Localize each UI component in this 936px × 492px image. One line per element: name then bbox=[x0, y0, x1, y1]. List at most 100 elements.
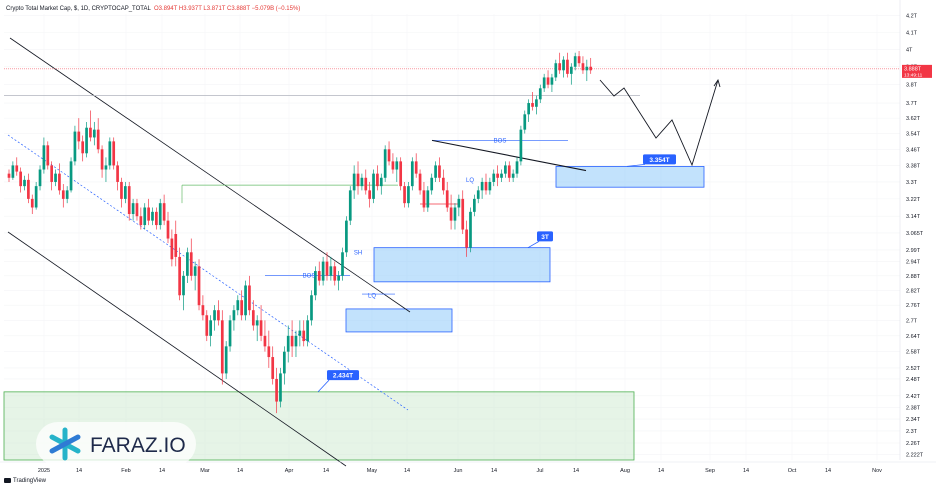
candle-body[interactable] bbox=[372, 173, 375, 199]
candle-body[interactable] bbox=[356, 173, 360, 187]
candle-body[interactable] bbox=[546, 77, 550, 85]
candle-body[interactable] bbox=[286, 335, 290, 352]
candle-body[interactable] bbox=[298, 330, 302, 336]
candle-body[interactable] bbox=[236, 300, 240, 311]
candle-body[interactable] bbox=[341, 252, 344, 276]
candle-body[interactable] bbox=[504, 165, 507, 174]
candle-body[interactable] bbox=[577, 56, 581, 64]
candle-body[interactable] bbox=[488, 181, 492, 191]
candle-body[interactable] bbox=[321, 261, 325, 281]
candle-body[interactable] bbox=[50, 165, 54, 182]
candle-body[interactable] bbox=[484, 181, 488, 191]
candle-body[interactable] bbox=[251, 310, 255, 326]
candle-body[interactable] bbox=[151, 211, 154, 221]
candle-body[interactable] bbox=[507, 165, 511, 178]
candle-body[interactable] bbox=[201, 305, 205, 316]
candle-body[interactable] bbox=[38, 169, 42, 187]
candle-body[interactable] bbox=[364, 177, 368, 191]
candle-body[interactable] bbox=[108, 141, 112, 166]
candle-body[interactable] bbox=[104, 165, 108, 170]
candle-body[interactable] bbox=[511, 173, 515, 178]
candle-body[interactable] bbox=[19, 171, 22, 187]
candle-body[interactable] bbox=[345, 220, 348, 253]
candle-body[interactable] bbox=[333, 266, 337, 281]
candle-body[interactable] bbox=[147, 207, 150, 221]
candle-body[interactable] bbox=[368, 190, 372, 199]
candle-body[interactable] bbox=[96, 129, 100, 150]
candle-body[interactable] bbox=[418, 173, 422, 191]
candle-body[interactable] bbox=[569, 66, 573, 74]
candle-body[interactable] bbox=[178, 256, 181, 296]
candle-body[interactable] bbox=[224, 346, 228, 374]
candle-body[interactable] bbox=[426, 190, 430, 208]
candle-body[interactable] bbox=[116, 165, 119, 182]
candle-body[interactable] bbox=[535, 99, 538, 107]
candle-body[interactable] bbox=[391, 161, 395, 170]
candle-body[interactable] bbox=[248, 285, 251, 311]
candle-body[interactable] bbox=[348, 190, 352, 221]
candle-body[interactable] bbox=[65, 190, 69, 199]
candle-body[interactable] bbox=[422, 190, 426, 208]
candle-body[interactable] bbox=[174, 234, 178, 257]
candle-body[interactable] bbox=[589, 66, 593, 71]
candle-body[interactable] bbox=[585, 66, 589, 71]
candle-body[interactable] bbox=[11, 165, 15, 178]
candle-body[interactable] bbox=[100, 149, 104, 170]
candle-body[interactable] bbox=[523, 114, 527, 130]
candle-body[interactable] bbox=[290, 335, 294, 347]
candle-body[interactable] bbox=[395, 161, 399, 170]
candle-body[interactable] bbox=[244, 285, 247, 316]
candle-body[interactable] bbox=[441, 177, 445, 191]
candle-body[interactable] bbox=[58, 173, 61, 191]
candle-body[interactable] bbox=[461, 198, 465, 230]
candle-body[interactable] bbox=[197, 266, 201, 306]
candle-body[interactable] bbox=[329, 266, 333, 276]
candle-body[interactable] bbox=[453, 207, 457, 221]
candle-body[interactable] bbox=[562, 59, 565, 71]
candle-body[interactable] bbox=[473, 198, 476, 212]
candle-body[interactable] bbox=[193, 266, 197, 276]
candle-body[interactable] bbox=[139, 216, 143, 226]
candle-body[interactable] bbox=[317, 271, 321, 281]
candle-body[interactable] bbox=[407, 186, 410, 204]
candle-body[interactable] bbox=[449, 207, 453, 221]
candles[interactable] bbox=[7, 51, 593, 414]
candle-body[interactable] bbox=[531, 103, 534, 107]
candle-body[interactable] bbox=[209, 320, 213, 336]
candle-body[interactable] bbox=[352, 173, 356, 191]
candle-body[interactable] bbox=[465, 229, 468, 248]
candle-body[interactable] bbox=[314, 271, 317, 296]
candle-body[interactable] bbox=[182, 275, 185, 296]
candle-body[interactable] bbox=[255, 320, 259, 326]
candle-body[interactable] bbox=[515, 161, 519, 174]
candle-body[interactable] bbox=[34, 186, 38, 208]
candle-body[interactable] bbox=[85, 127, 88, 154]
candle-body[interactable] bbox=[186, 252, 189, 276]
candle-body[interactable] bbox=[162, 203, 166, 221]
candle-body[interactable] bbox=[469, 211, 472, 248]
candle-body[interactable] bbox=[123, 186, 127, 199]
candle-body[interactable] bbox=[112, 141, 116, 166]
candle-body[interactable] bbox=[27, 179, 30, 199]
candle-body[interactable] bbox=[30, 198, 34, 208]
candle-body[interactable] bbox=[500, 173, 503, 178]
candle-body[interactable] bbox=[267, 346, 271, 358]
candle-body[interactable] bbox=[143, 207, 147, 226]
candle-body[interactable] bbox=[496, 173, 499, 178]
candle-body[interactable] bbox=[240, 300, 244, 316]
candle-body[interactable] bbox=[434, 165, 437, 178]
candle-body[interactable] bbox=[581, 63, 585, 71]
candle-body[interactable] bbox=[131, 203, 135, 215]
candle-body[interactable] bbox=[306, 320, 309, 342]
candle-body[interactable] bbox=[302, 330, 306, 342]
candle-body[interactable] bbox=[69, 161, 73, 191]
candle-body[interactable] bbox=[166, 220, 170, 239]
candle-body[interactable] bbox=[170, 238, 174, 260]
candle-body[interactable] bbox=[155, 211, 158, 226]
candle-body[interactable] bbox=[550, 77, 554, 85]
candle-body[interactable] bbox=[399, 161, 403, 187]
candle-body[interactable] bbox=[376, 173, 379, 187]
candle-body[interactable] bbox=[379, 177, 383, 187]
candle-body[interactable] bbox=[383, 149, 387, 178]
